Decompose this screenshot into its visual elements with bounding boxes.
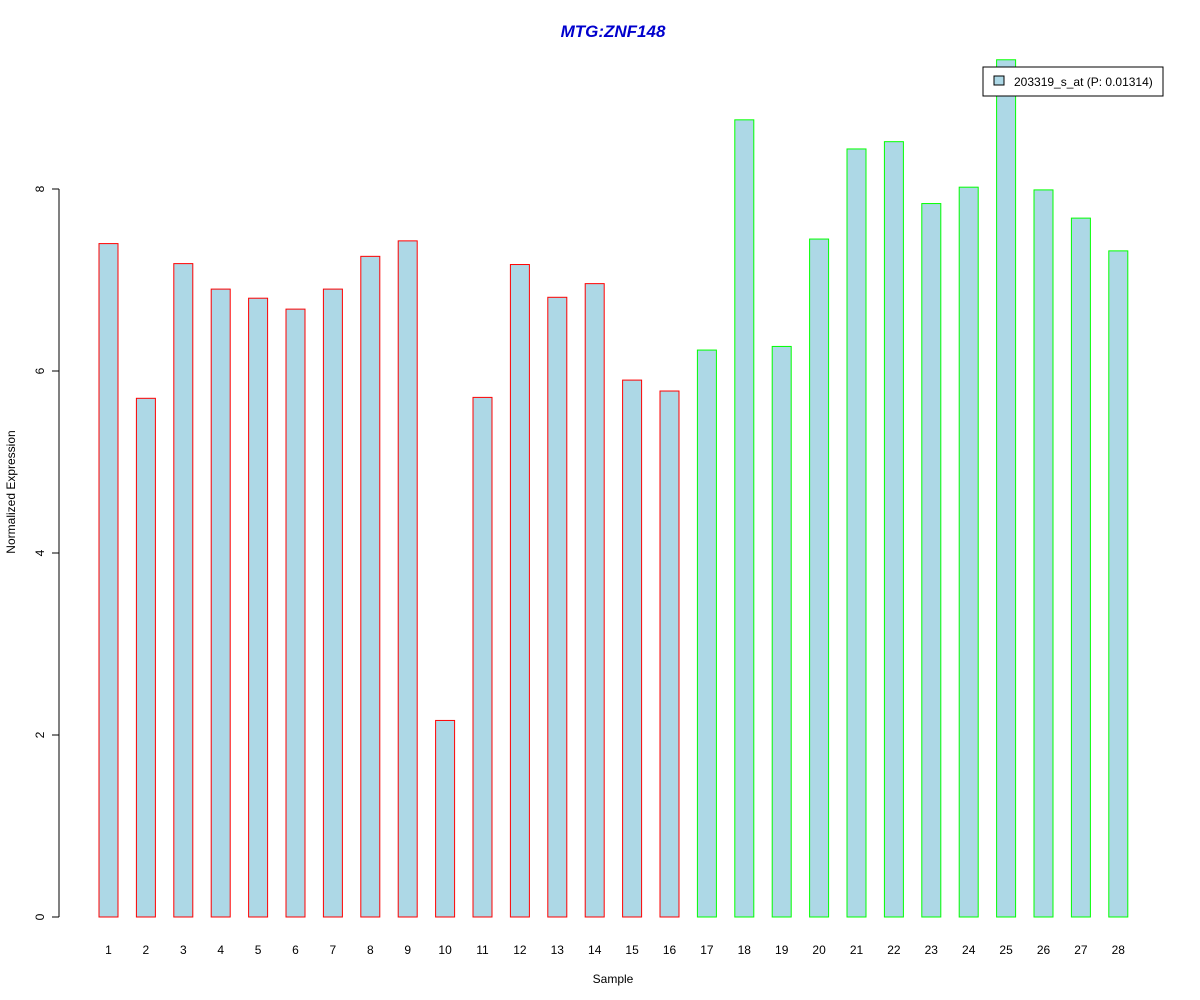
x-tick-label: 15 xyxy=(625,943,639,957)
bar-sample-9 xyxy=(397,240,418,918)
bar-sample-22 xyxy=(883,141,904,918)
bar-sample-16 xyxy=(659,390,680,918)
x-tick-label: 3 xyxy=(180,943,187,957)
x-tick-label: 9 xyxy=(404,943,411,957)
y-tick-group: 0 2 4 6 8 xyxy=(33,185,59,920)
bar-sample-21 xyxy=(846,148,867,918)
bar-sample-25 xyxy=(996,59,1017,918)
legend-swatch xyxy=(993,75,1005,86)
bar-sample-27 xyxy=(1070,217,1091,918)
y-axis-label: Normalized Expression xyxy=(4,430,18,553)
bar-sample-19 xyxy=(771,345,792,918)
bar-sample-3 xyxy=(173,263,194,918)
x-tick-label: 7 xyxy=(330,943,337,957)
bar-sample-1 xyxy=(98,243,119,918)
x-tick-label: 28 xyxy=(1112,943,1126,957)
x-axis-label: Sample xyxy=(593,972,634,986)
chart-title: MTG:ZNF148 xyxy=(561,22,666,41)
x-tick-label: 18 xyxy=(738,943,752,957)
bar-sample-23 xyxy=(921,203,942,918)
legend-label: 203319_s_at (P: 0.01314) xyxy=(1014,75,1153,89)
y-tick-label: 6 xyxy=(33,367,47,374)
bar-sample-15 xyxy=(622,379,643,918)
bar-sample-4 xyxy=(210,288,231,918)
bar-sample-28 xyxy=(1108,250,1129,918)
legend-box xyxy=(982,66,1164,97)
bar-sample-24 xyxy=(958,186,979,918)
x-tick-label: 17 xyxy=(700,943,714,957)
y-tick-label: 0 xyxy=(33,913,47,920)
x-tick-label: 2 xyxy=(143,943,150,957)
legend: 203319_s_at (P: 0.01314) xyxy=(982,66,1164,97)
bar-sample-8 xyxy=(360,255,381,918)
bar-sample-5 xyxy=(248,297,269,918)
x-tick-label: 19 xyxy=(775,943,789,957)
y-tick-label: 8 xyxy=(33,185,47,192)
bar-sample-11 xyxy=(472,396,493,918)
x-tick-label: 1 xyxy=(105,943,112,957)
x-tick-label: 13 xyxy=(551,943,565,957)
bar-sample-14 xyxy=(584,283,605,918)
bar-sample-13 xyxy=(547,296,568,918)
bar-sample-20 xyxy=(809,238,830,918)
bar-group xyxy=(98,59,1129,918)
x-tick-label-group: 1 2 3 4 5 6 7 8 9 10 11 12 13 14 15 16 17 18 19 20 21 22 23 24 2… xyxy=(105,943,1125,957)
x-tick-label: 10 xyxy=(438,943,452,957)
x-tick-label: 16 xyxy=(663,943,677,957)
bar-sample-10 xyxy=(435,719,456,918)
x-tick-label: 27 xyxy=(1074,943,1088,957)
bar-sample-2 xyxy=(135,397,156,918)
y-axis: 0 2 4 6 8 xyxy=(33,185,60,920)
bar-sample-7 xyxy=(322,288,343,918)
x-tick-label: 20 xyxy=(812,943,826,957)
y-tick-label: 4 xyxy=(33,549,47,556)
bar-sample-17 xyxy=(696,349,717,918)
x-tick-label: 5 xyxy=(255,943,262,957)
x-tick-label: 26 xyxy=(1037,943,1051,957)
x-tick-label: 25 xyxy=(999,943,1013,957)
x-tick-label: 8 xyxy=(367,943,374,957)
x-tick-label: 11 xyxy=(476,943,489,957)
x-tick-label: 4 xyxy=(217,943,224,957)
bar-sample-26 xyxy=(1033,189,1054,918)
y-tick-label: 2 xyxy=(33,731,47,738)
x-tick-label: 14 xyxy=(588,943,602,957)
x-tick-label: 22 xyxy=(887,943,901,957)
x-tick-label: 12 xyxy=(513,943,527,957)
x-tick-label: 23 xyxy=(925,943,939,957)
bar-sample-12 xyxy=(509,264,530,918)
x-tick-label: 6 xyxy=(292,943,299,957)
bar-sample-6 xyxy=(285,308,306,918)
x-tick-label: 21 xyxy=(850,943,864,957)
x-tick-label: 24 xyxy=(962,943,976,957)
bar-sample-18 xyxy=(734,119,755,918)
